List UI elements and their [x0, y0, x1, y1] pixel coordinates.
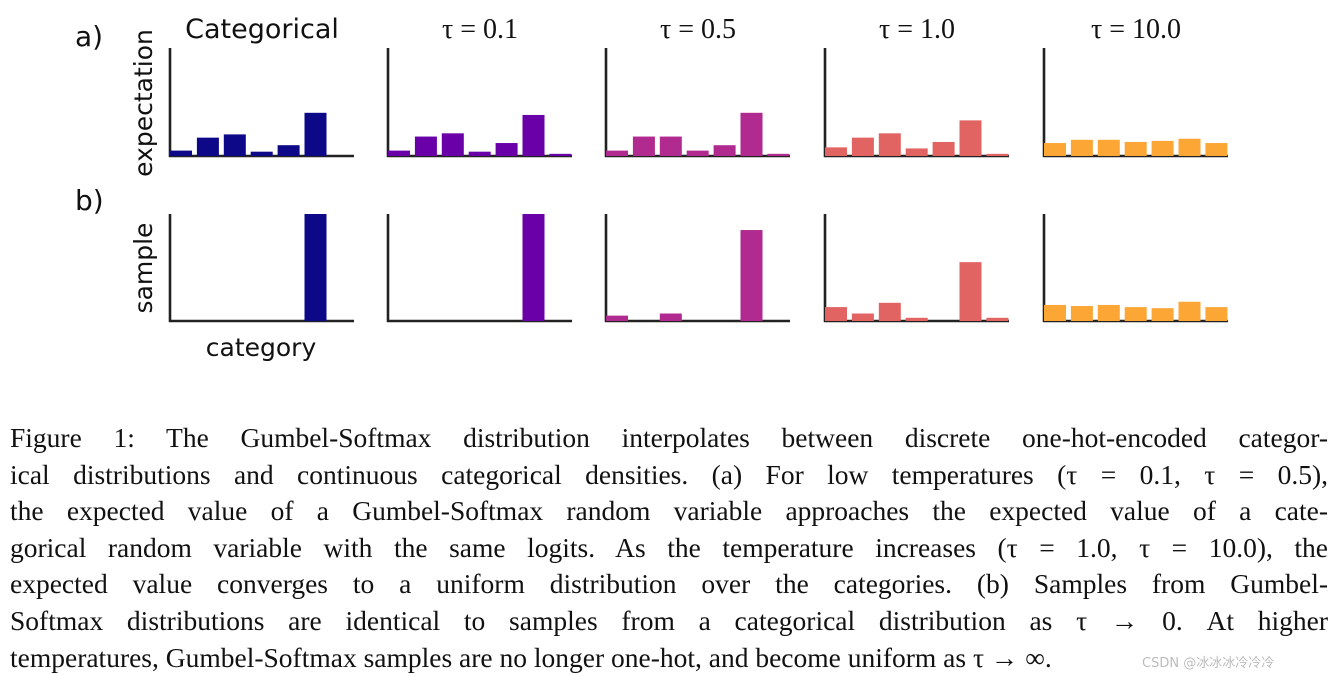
bar-sample: [1178, 301, 1201, 321]
bar-expectation: [1151, 140, 1174, 156]
gumbel-softmax-figure: Categorical τ = 0.1 τ = 0.5 τ = 1.0 τ = 10.0…: [75, 14, 1228, 362]
y-axis-label: expectation: [129, 29, 158, 177]
bar-sample: [1205, 307, 1228, 321]
bar-sample: [1124, 307, 1147, 321]
bar-expectation: [522, 114, 545, 156]
bar-expectation: [388, 150, 410, 156]
bar-sample: [1097, 304, 1120, 321]
bar-expectation: [825, 147, 847, 156]
bar-expectation: [986, 153, 1009, 156]
bar-sample: [878, 302, 901, 321]
bar-sample: [1070, 306, 1093, 321]
bar-expectation: [414, 136, 437, 156]
bar-expectation: [304, 112, 327, 156]
bar-sample: [825, 307, 847, 321]
panel-title: τ = 0.1: [442, 14, 518, 45]
caption-line: Softmax distributions are identical to s…: [10, 604, 1328, 636]
bar-expectation: [713, 145, 736, 156]
bar-expectation: [468, 151, 491, 156]
bar-expectation: [659, 136, 682, 156]
x-axis-label: category: [206, 333, 317, 362]
panel-title: τ = 1.0: [879, 14, 955, 45]
bar-expectation: [1070, 139, 1093, 156]
caption-line: ical distributions and continuous catego…: [10, 458, 1328, 490]
caption-line: the expected value of a Gumbel-Softmax r…: [10, 495, 1328, 527]
bar-sample: [986, 317, 1009, 321]
watermark: CSDN @冰冰冰冷冷冷: [1142, 656, 1275, 671]
bar-expectation: [441, 133, 464, 156]
bar-expectation: [767, 153, 790, 156]
bar-expectation: [549, 153, 572, 156]
bar-expectation: [1205, 143, 1228, 156]
figure-caption: Figure 1: The Gumbel-Softmax distributio…: [10, 420, 1328, 676]
bar-expectation: [632, 136, 655, 156]
bar-sample: [851, 313, 874, 321]
caption-line: Figure 1: The Gumbel-Softmax distributio…: [10, 422, 1328, 453]
caption-line: gorical random variable with the same lo…: [10, 531, 1328, 563]
bar-expectation: [740, 112, 763, 156]
panel-title: τ = 10.0: [1091, 14, 1181, 45]
caption-line: temperatures, Gumbel-Softmax samples are…: [10, 641, 1052, 673]
bar-expectation: [686, 150, 709, 156]
bar-expectation: [196, 137, 219, 156]
bar-expectation: [851, 137, 874, 156]
bar-expectation: [932, 141, 955, 156]
bar-expectation: [878, 133, 901, 156]
bar-sample: [304, 214, 327, 321]
bar-sample: [740, 230, 763, 321]
panel-title: τ = 0.5: [660, 14, 736, 45]
bar-expectation: [223, 134, 246, 156]
panel-title: Categorical: [185, 14, 339, 45]
bar-expectation: [905, 148, 928, 156]
bar-sample: [905, 317, 928, 321]
bar-sample: [1044, 304, 1066, 321]
bar-sample: [1151, 308, 1174, 321]
bar-expectation: [250, 151, 273, 156]
bar-expectation: [1178, 138, 1201, 156]
bar-expectation: [1044, 143, 1066, 156]
row-label: a): [75, 20, 103, 53]
bar-expectation: [1124, 141, 1147, 156]
bar-sample: [522, 214, 545, 321]
bar-expectation: [606, 150, 628, 156]
bar-expectation: [1097, 139, 1120, 156]
bar-sample: [606, 315, 628, 321]
y-axis-label: sample: [129, 223, 158, 314]
caption-line: expected value converges to a uniform di…: [10, 568, 1328, 600]
row-label: b): [75, 184, 104, 217]
bar-expectation: [959, 120, 982, 156]
bar-sample: [959, 262, 982, 321]
bar-expectation: [170, 150, 192, 156]
bar-expectation: [495, 143, 518, 156]
bar-expectation: [277, 145, 300, 156]
bar-sample: [659, 313, 682, 321]
